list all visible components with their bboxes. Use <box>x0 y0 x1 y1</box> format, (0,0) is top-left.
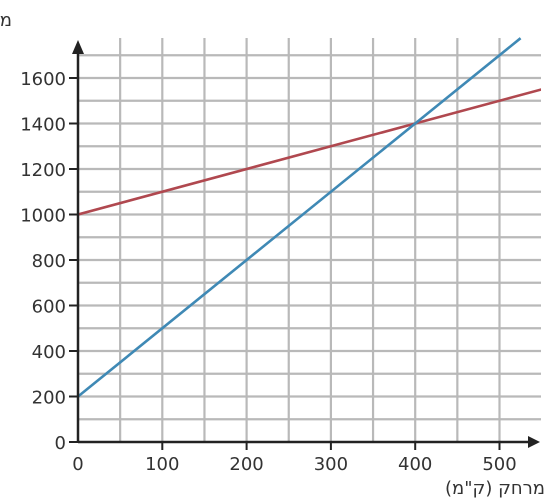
y-axis-arrow-icon <box>72 40 84 54</box>
y-tick-label: 200 <box>32 388 66 409</box>
x-axis-title: מרחק (ק"מ) <box>445 478 545 499</box>
series-layer <box>78 37 541 398</box>
y-tick-label: 1000 <box>20 206 66 227</box>
axes <box>72 40 540 448</box>
y-tick-label: 1400 <box>20 115 66 136</box>
x-tick-label: 300 <box>314 454 348 475</box>
y-tick-label: 600 <box>32 297 66 318</box>
y-tick-label: 800 <box>32 251 66 272</box>
y-tick-label: 400 <box>32 342 66 363</box>
x-tick-label: 200 <box>229 454 263 475</box>
y-axis-title: מחיר (ש"ח) <box>0 10 12 31</box>
x-tick-label: 400 <box>398 454 432 475</box>
grid <box>78 38 541 442</box>
x-tick-label: 500 <box>482 454 516 475</box>
series-line-2 <box>78 37 522 398</box>
y-tick-label: 0 <box>55 433 66 454</box>
x-tick-label: 100 <box>145 454 179 475</box>
y-tick-label: 1200 <box>20 160 66 181</box>
tick-labels: 0 200 400 600 800 1000 1200 1400 1600 0 100 200 300 4… <box>20 69 516 475</box>
x-tick-label: 0 <box>72 454 83 475</box>
x-axis-arrow-icon <box>528 436 540 448</box>
y-tick-label: 1600 <box>20 69 66 90</box>
series-line-1 <box>78 88 541 216</box>
